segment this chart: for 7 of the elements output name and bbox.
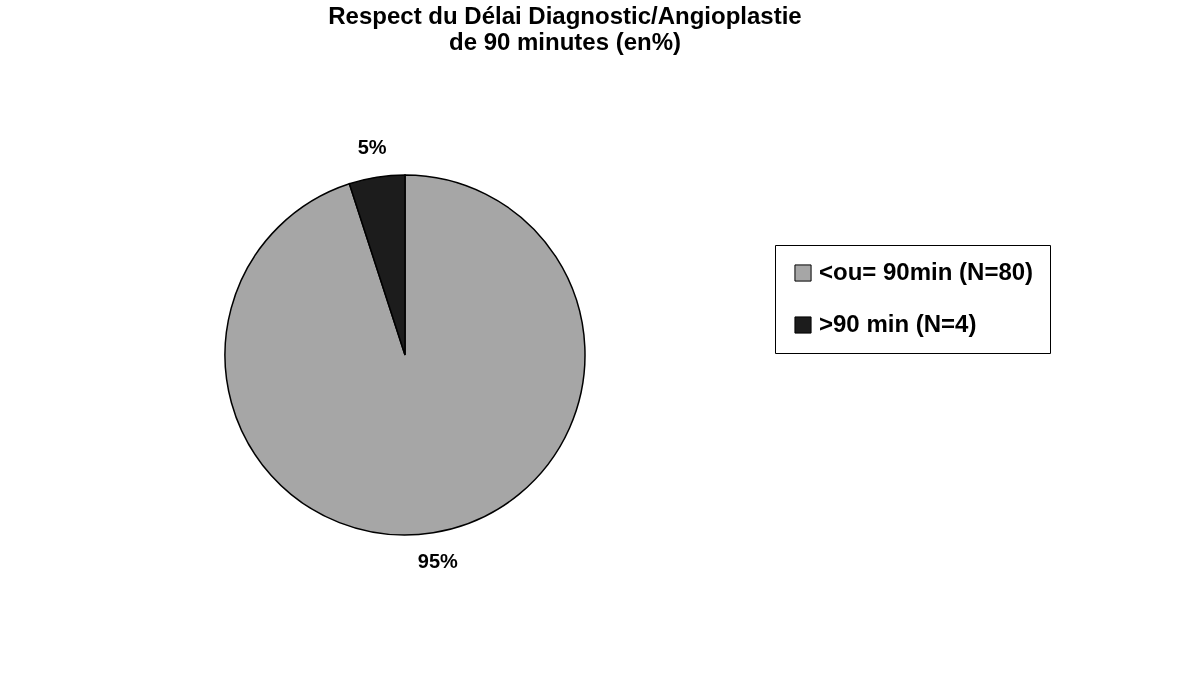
pie-slice bbox=[224, 174, 586, 536]
legend-label: >90 min (N=4) bbox=[819, 310, 977, 337]
data-label: 95% bbox=[417, 550, 459, 573]
text: de 90 minutes (en%) bbox=[448, 28, 682, 55]
legend-label: <ou= 90min (N=80) bbox=[819, 258, 1034, 285]
data-label: 5% bbox=[357, 135, 387, 158]
text: Respect du Délai Diagnostic/Angioplastie bbox=[328, 2, 802, 29]
